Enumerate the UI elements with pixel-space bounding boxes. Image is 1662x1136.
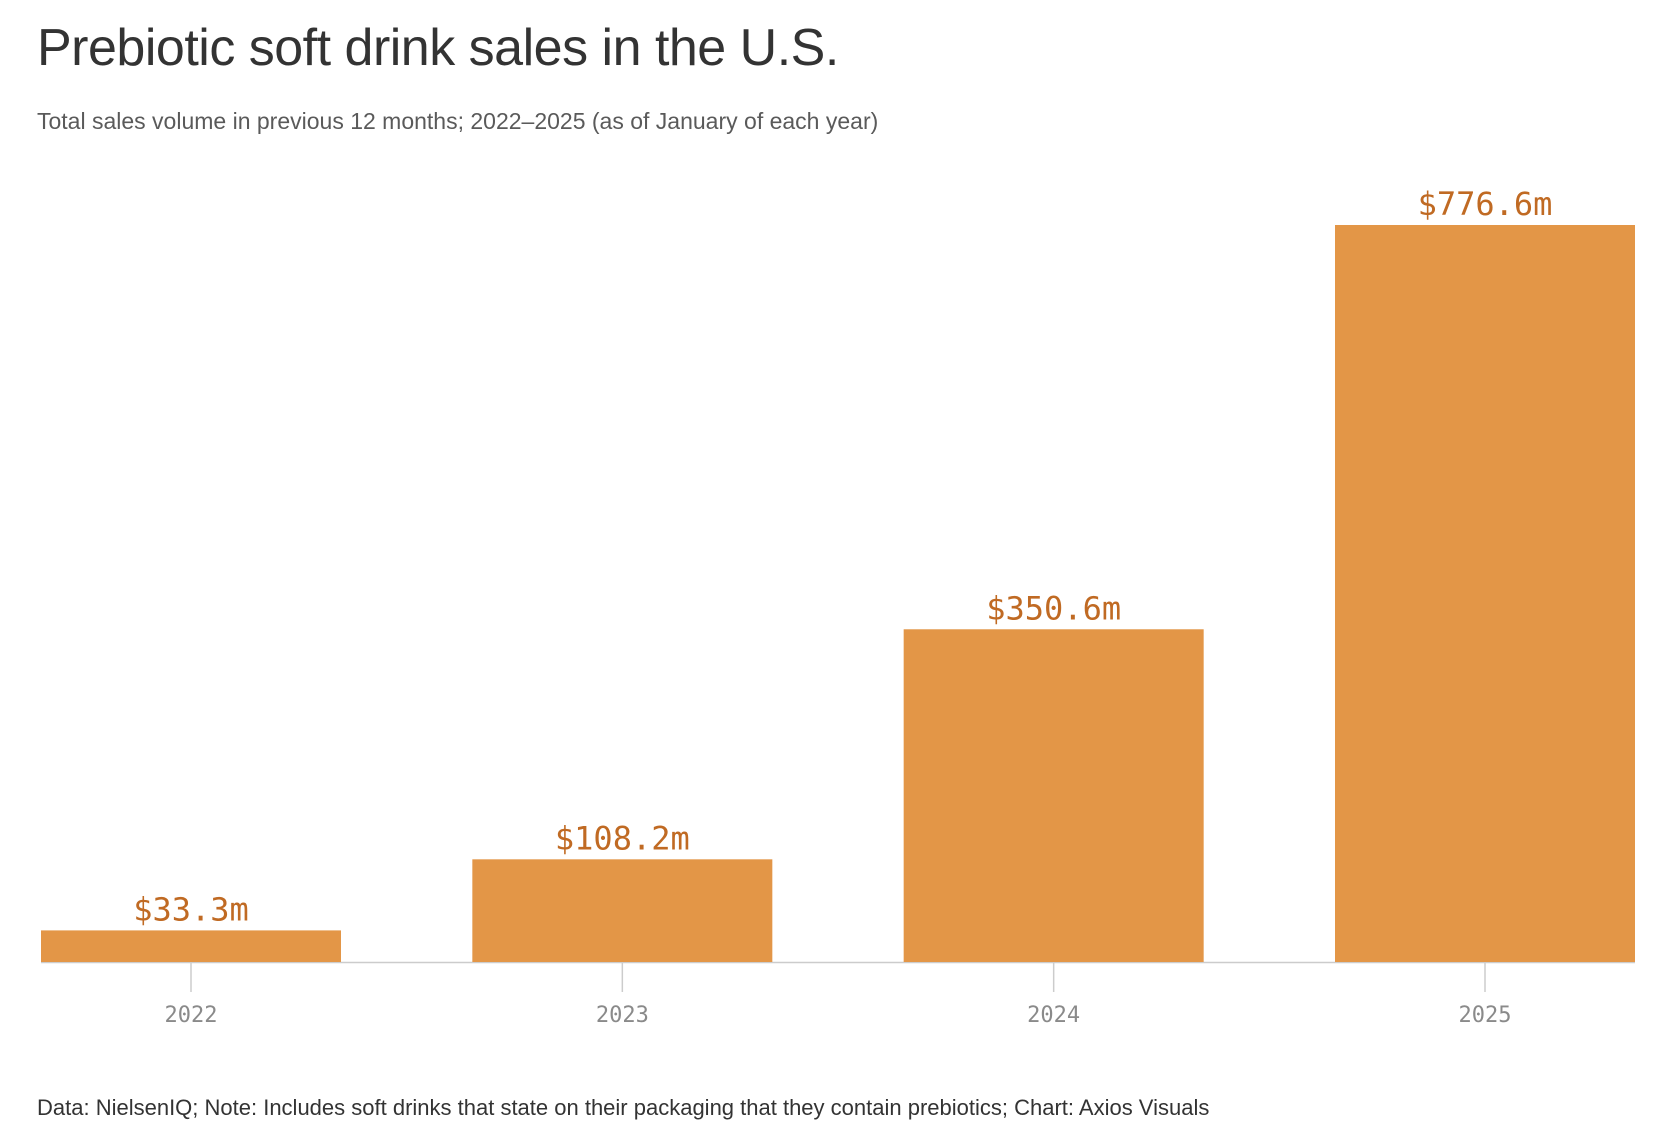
data-label-2025: $776.6m	[1418, 185, 1553, 223]
x-tick-label-2022: 2022	[165, 1003, 218, 1028]
bar-2022	[41, 930, 341, 962]
x-tick-label-2023: 2023	[596, 1003, 649, 1028]
chart-footer-source: Data: NielsenIQ; Note: Includes soft dri…	[37, 1095, 1210, 1120]
x-tick-label-2025: 2025	[1459, 1003, 1512, 1028]
data-label-2024: $350.6m	[986, 589, 1121, 627]
bar-2023	[472, 859, 773, 962]
chart-title: Prebiotic soft drink sales in the U.S.	[37, 19, 839, 77]
chart-subtitle: Total sales volume in previous 12 months…	[37, 108, 879, 134]
data-label-2022: $33.3m	[133, 890, 249, 928]
x-tick-label-2024: 2024	[1027, 1003, 1080, 1028]
bar-chart: $33.3m 2022 $108.2m 2023 $350.6m 2024 $776.6m 2…	[41, 185, 1635, 1028]
data-label-2023: $108.2m	[555, 819, 690, 857]
bar-2025	[1335, 225, 1635, 962]
bar-2024	[903, 629, 1204, 962]
